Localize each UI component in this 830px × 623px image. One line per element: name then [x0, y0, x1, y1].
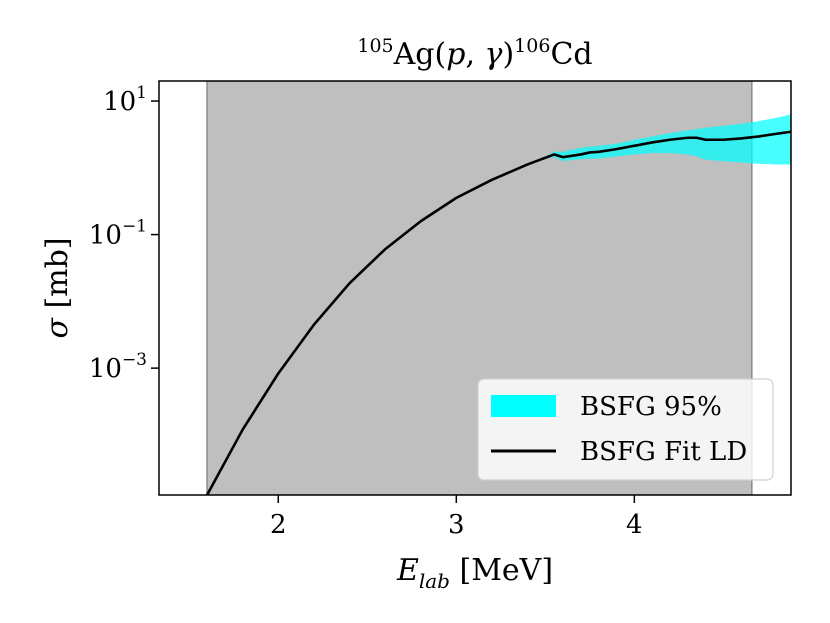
- y-axis-title: σ [mb]: [40, 237, 75, 338]
- series-layer: [205, 114, 791, 495]
- x-axis: 2 3 4: [270, 495, 643, 540]
- x-tick-label: 4: [626, 510, 643, 540]
- plot-frame: [158, 80, 792, 496]
- y-tick-label: 101: [103, 83, 147, 117]
- y-tick-label: 10−3: [89, 350, 147, 384]
- legend-swatch-band: [491, 395, 556, 417]
- x-tick-label: 3: [448, 510, 465, 540]
- legend-label-band: BSFG 95%: [580, 392, 722, 422]
- legend-label-line: BSFG Fit LD: [580, 437, 747, 467]
- y-axis: 101 10−1 10−3: [89, 83, 159, 384]
- chart-title: 105Ag(p, γ)106Cd: [357, 35, 592, 72]
- x-tick-label: 2: [270, 510, 287, 540]
- series-line: [205, 130, 791, 495]
- y-tick-label: 10−1: [89, 217, 147, 251]
- x-axis-title: Elab [MeV]: [396, 553, 553, 593]
- legend: BSFG 95% BSFG Fit LD: [477, 378, 774, 481]
